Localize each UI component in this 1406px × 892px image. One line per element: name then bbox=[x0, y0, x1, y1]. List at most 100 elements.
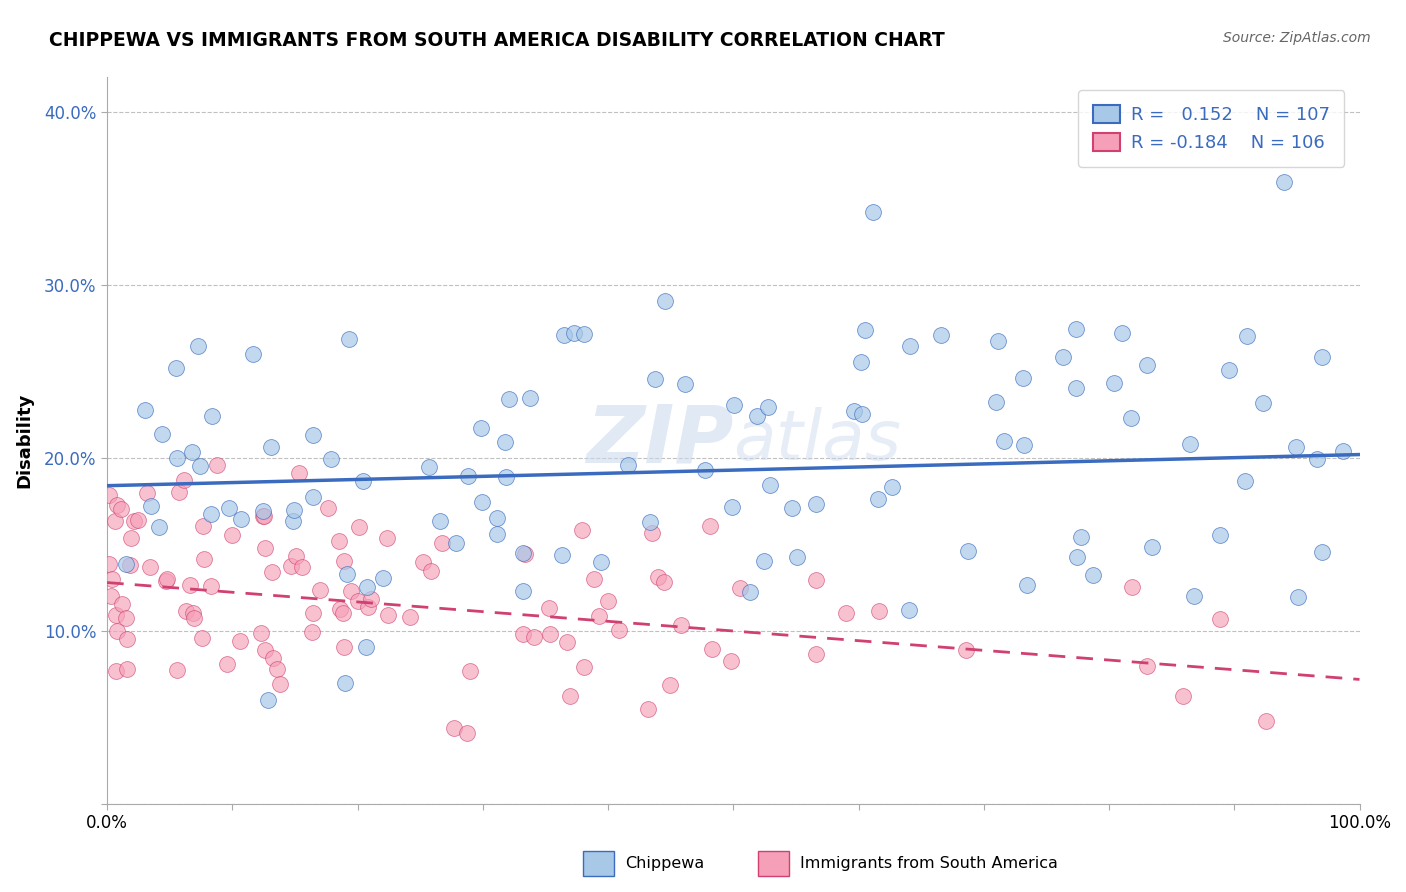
Point bbox=[302, 606, 325, 620]
Point bbox=[347, 520, 370, 534]
Point bbox=[347, 594, 370, 608]
Text: Chippewa: Chippewa bbox=[626, 856, 704, 871]
Point bbox=[200, 579, 222, 593]
Point bbox=[849, 355, 872, 369]
Point bbox=[862, 205, 884, 219]
Point bbox=[174, 604, 197, 618]
Point bbox=[281, 514, 304, 528]
Point bbox=[538, 627, 561, 641]
Point bbox=[115, 611, 138, 625]
Point bbox=[993, 434, 1015, 448]
Point bbox=[188, 458, 211, 473]
Point bbox=[1171, 689, 1194, 703]
Text: CHIPPEWA VS IMMIGRANTS FROM SOUTH AMERICA DISABILITY CORRELATION CHART: CHIPPEWA VS IMMIGRANTS FROM SOUTH AMERIC… bbox=[49, 31, 945, 50]
Point bbox=[1306, 452, 1329, 467]
Point bbox=[659, 678, 682, 692]
Point bbox=[498, 392, 520, 406]
Point bbox=[782, 500, 804, 515]
Point bbox=[558, 689, 581, 703]
Point bbox=[122, 514, 145, 528]
Point bbox=[456, 725, 478, 739]
Point bbox=[302, 490, 325, 504]
Point bbox=[1254, 714, 1277, 728]
Point bbox=[328, 533, 350, 548]
Point bbox=[617, 458, 640, 472]
Point bbox=[1140, 540, 1163, 554]
Point bbox=[105, 498, 128, 512]
Point bbox=[555, 635, 578, 649]
Point bbox=[257, 693, 280, 707]
Point bbox=[284, 549, 307, 563]
Point bbox=[638, 515, 661, 529]
Point bbox=[179, 577, 201, 591]
Point bbox=[647, 570, 669, 584]
Point bbox=[1070, 530, 1092, 544]
Point bbox=[120, 532, 142, 546]
Point bbox=[486, 511, 509, 525]
Y-axis label: Disability: Disability bbox=[15, 393, 32, 489]
Point bbox=[228, 633, 250, 648]
Point bbox=[644, 372, 666, 386]
Point bbox=[1064, 321, 1087, 335]
Point bbox=[187, 339, 209, 353]
Point bbox=[897, 603, 920, 617]
Point bbox=[723, 398, 745, 412]
Point bbox=[1233, 475, 1256, 489]
Point bbox=[721, 500, 744, 514]
Point bbox=[470, 421, 492, 435]
Point bbox=[173, 473, 195, 487]
Point bbox=[596, 593, 619, 607]
Point bbox=[1251, 396, 1274, 410]
Point bbox=[252, 504, 274, 518]
Point bbox=[673, 376, 696, 391]
Point bbox=[986, 334, 1008, 349]
Point bbox=[252, 509, 274, 524]
Point bbox=[523, 630, 546, 644]
Point bbox=[262, 651, 284, 665]
Point bbox=[1066, 550, 1088, 565]
Point bbox=[1182, 589, 1205, 603]
Point bbox=[1178, 437, 1201, 451]
Point bbox=[105, 624, 128, 638]
Point bbox=[759, 478, 782, 492]
Point bbox=[339, 583, 361, 598]
Point bbox=[356, 580, 378, 594]
Point bbox=[135, 486, 157, 500]
Point bbox=[835, 606, 858, 620]
Point bbox=[301, 625, 323, 640]
Point bbox=[1136, 659, 1159, 673]
Point bbox=[150, 427, 173, 442]
Text: Immigrants from South America: Immigrants from South America bbox=[800, 856, 1059, 871]
Point bbox=[254, 643, 277, 657]
Point bbox=[512, 546, 534, 560]
Point bbox=[183, 611, 205, 625]
Point bbox=[1111, 326, 1133, 341]
Point bbox=[485, 526, 508, 541]
Point bbox=[104, 514, 127, 528]
Point bbox=[929, 327, 952, 342]
Point bbox=[97, 557, 120, 571]
Point bbox=[254, 541, 277, 556]
Point bbox=[316, 501, 339, 516]
Point bbox=[110, 502, 132, 516]
Point bbox=[319, 451, 342, 466]
Legend: R =   0.152    N = 107, R = -0.184    N = 106: R = 0.152 N = 107, R = -0.184 N = 106 bbox=[1078, 90, 1344, 167]
Point bbox=[418, 460, 440, 475]
Point bbox=[266, 662, 288, 676]
Point bbox=[398, 609, 420, 624]
Point bbox=[495, 469, 517, 483]
Point bbox=[354, 640, 377, 655]
Point bbox=[1064, 381, 1087, 395]
Point bbox=[1209, 612, 1232, 626]
Point bbox=[101, 572, 124, 586]
Point bbox=[180, 445, 202, 459]
Point bbox=[728, 582, 751, 596]
Point bbox=[693, 463, 716, 477]
Point bbox=[105, 664, 128, 678]
Point bbox=[242, 347, 264, 361]
Point bbox=[360, 592, 382, 607]
Point bbox=[588, 609, 610, 624]
Point bbox=[443, 722, 465, 736]
Point bbox=[260, 565, 283, 579]
Point bbox=[842, 404, 865, 418]
